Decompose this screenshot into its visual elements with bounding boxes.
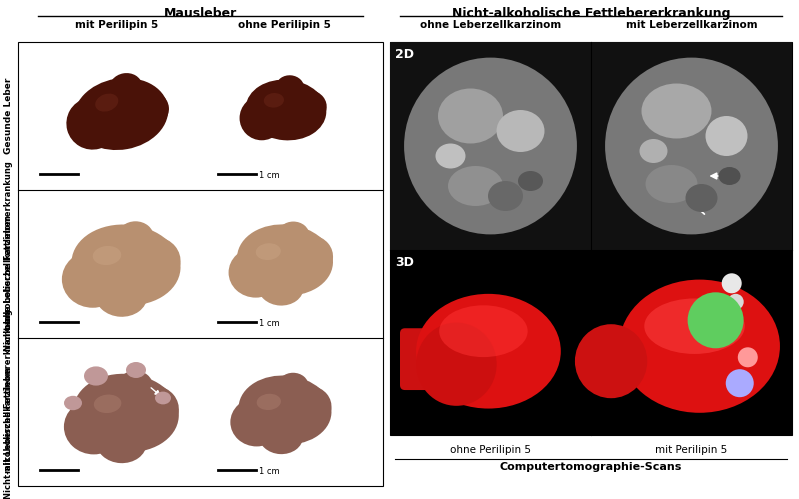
Ellipse shape <box>95 274 147 317</box>
Bar <box>591 42 792 250</box>
Text: Nicht-alkoholische Fettlebererkrankung: Nicht-alkoholische Fettlebererkrankung <box>5 309 14 499</box>
Ellipse shape <box>438 88 503 144</box>
Text: ohne Perilipin 5: ohne Perilipin 5 <box>238 20 331 30</box>
Text: Gesunde Leber: Gesunde Leber <box>5 78 14 154</box>
Ellipse shape <box>245 80 326 140</box>
Text: Nicht-alkoholische Fettlebererkrankung: Nicht-alkoholische Fettlebererkrankung <box>5 161 14 351</box>
Bar <box>390 250 591 435</box>
Bar <box>390 42 591 250</box>
Text: mit Leberzellkarzinom: mit Leberzellkarzinom <box>626 20 757 30</box>
Ellipse shape <box>62 251 124 308</box>
Ellipse shape <box>291 90 327 122</box>
Text: Mausleber: Mausleber <box>164 7 237 20</box>
Ellipse shape <box>129 237 181 284</box>
Ellipse shape <box>496 110 544 152</box>
Ellipse shape <box>642 83 711 139</box>
Ellipse shape <box>239 375 332 445</box>
Ellipse shape <box>64 399 124 455</box>
Ellipse shape <box>74 78 168 150</box>
Ellipse shape <box>256 394 281 410</box>
Ellipse shape <box>278 373 308 399</box>
Circle shape <box>725 369 753 397</box>
Text: Nicht-alkoholische Fettlebererkrankung: Nicht-alkoholische Fettlebererkrankung <box>451 7 730 20</box>
Text: 1 cm: 1 cm <box>259 467 280 476</box>
Ellipse shape <box>287 235 333 277</box>
Ellipse shape <box>109 73 142 102</box>
Ellipse shape <box>229 248 283 297</box>
Ellipse shape <box>126 90 169 128</box>
Ellipse shape <box>93 246 121 265</box>
Text: mit Perilipin 5: mit Perilipin 5 <box>75 20 158 30</box>
Ellipse shape <box>276 75 304 99</box>
FancyBboxPatch shape <box>400 328 531 390</box>
Ellipse shape <box>404 57 577 235</box>
Ellipse shape <box>439 305 527 357</box>
Ellipse shape <box>416 322 497 406</box>
Ellipse shape <box>96 422 147 463</box>
Ellipse shape <box>230 398 283 447</box>
Ellipse shape <box>575 324 647 398</box>
Ellipse shape <box>488 181 523 211</box>
Text: 1 cm: 1 cm <box>259 171 280 180</box>
Bar <box>591 250 792 435</box>
Ellipse shape <box>66 97 118 150</box>
Ellipse shape <box>416 294 561 409</box>
Circle shape <box>721 273 741 293</box>
Bar <box>18 42 383 486</box>
Circle shape <box>728 294 744 310</box>
Ellipse shape <box>435 144 466 169</box>
Ellipse shape <box>71 225 181 305</box>
Ellipse shape <box>126 362 146 378</box>
Text: 1 cm: 1 cm <box>259 318 280 327</box>
Text: mit Perilipin 5: mit Perilipin 5 <box>655 445 728 455</box>
Ellipse shape <box>605 57 778 235</box>
Ellipse shape <box>706 116 748 156</box>
Ellipse shape <box>287 386 332 426</box>
Text: mit Leberzellkarzinom: mit Leberzellkarzinom <box>5 367 14 473</box>
Ellipse shape <box>74 374 179 452</box>
Ellipse shape <box>277 222 309 249</box>
Ellipse shape <box>686 184 718 212</box>
Ellipse shape <box>237 225 333 295</box>
Ellipse shape <box>639 139 667 163</box>
Ellipse shape <box>93 395 121 413</box>
Text: Computertomographie-Scans: Computertomographie-Scans <box>500 462 682 472</box>
Ellipse shape <box>518 171 543 191</box>
Text: ohne Leberzellkarzinom: ohne Leberzellkarzinom <box>420 20 561 30</box>
Ellipse shape <box>117 371 153 400</box>
Text: ohne Leberzellkarzinom: ohne Leberzellkarzinom <box>5 215 14 329</box>
Ellipse shape <box>619 279 780 413</box>
Text: 2D: 2D <box>395 48 414 61</box>
Ellipse shape <box>644 298 745 354</box>
Ellipse shape <box>259 418 303 454</box>
Ellipse shape <box>258 268 304 305</box>
Ellipse shape <box>117 221 153 251</box>
Ellipse shape <box>448 166 503 206</box>
Ellipse shape <box>718 167 741 185</box>
Circle shape <box>737 347 757 367</box>
Ellipse shape <box>129 385 179 432</box>
Bar <box>390 42 792 435</box>
Text: 3D: 3D <box>395 256 414 269</box>
Text: ohne Perilipin 5: ohne Perilipin 5 <box>450 445 531 455</box>
Ellipse shape <box>64 396 82 410</box>
Circle shape <box>688 292 744 348</box>
Ellipse shape <box>256 243 280 260</box>
Ellipse shape <box>646 165 698 203</box>
Ellipse shape <box>95 94 118 112</box>
Ellipse shape <box>264 93 284 108</box>
Ellipse shape <box>155 392 171 404</box>
Ellipse shape <box>84 366 108 386</box>
Ellipse shape <box>240 96 284 140</box>
